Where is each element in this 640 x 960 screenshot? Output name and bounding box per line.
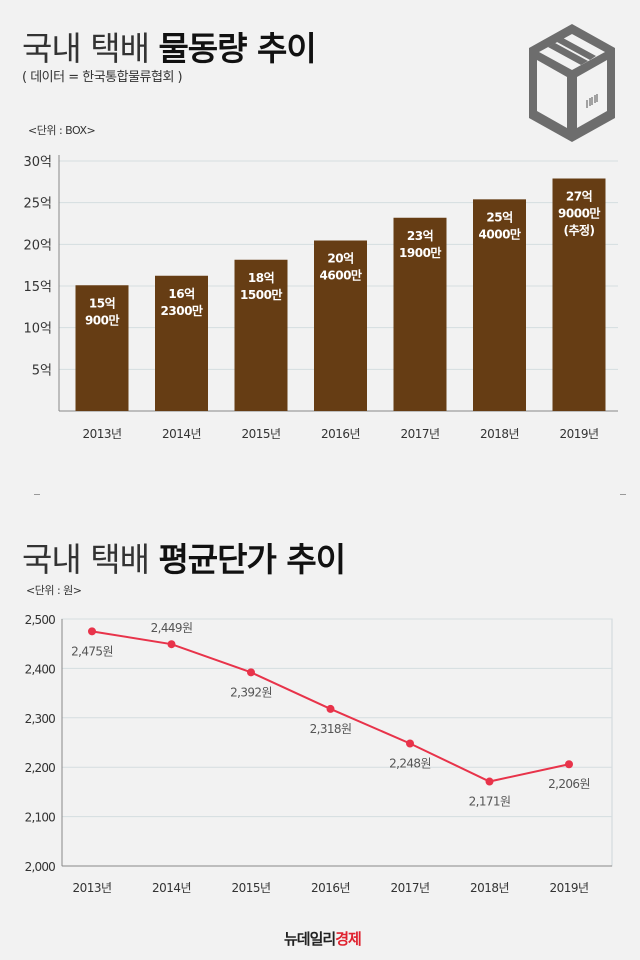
bar	[314, 240, 367, 411]
bar	[155, 275, 208, 411]
point-data-label: 2,248원	[389, 756, 431, 770]
x-tick-label: 2017년	[400, 427, 439, 441]
y-tick-label: 10억	[23, 322, 52, 337]
bar-data-label: 1900만	[399, 245, 441, 260]
x-tick-label: 2014년	[162, 427, 201, 441]
bar-data-label: 27억	[566, 190, 592, 204]
point-data-label: 2,171원	[469, 795, 511, 809]
x-tick-label: 2013년	[72, 881, 111, 895]
y-tick-label: 5억	[32, 363, 52, 378]
title-light: 국내 택배	[22, 29, 150, 68]
y-tick-label: 2,100	[25, 811, 56, 825]
data-point	[88, 627, 96, 636]
title-bold: 물동량 추이	[158, 29, 316, 68]
x-tick-label: 2019년	[559, 427, 598, 441]
bar-data-label: 25억	[486, 210, 512, 224]
x-tick-label: 2018년	[470, 881, 509, 895]
bar-data-label: 4000만	[479, 226, 521, 241]
logo-black: 뉴데일리	[284, 930, 336, 948]
bar-data-label: 16억	[168, 287, 194, 301]
x-tick-label: 2019년	[549, 881, 588, 895]
y-tick-label: 2,000	[25, 860, 56, 874]
x-tick-label: 2015년	[241, 427, 280, 441]
line-chart: 2,000 2,100 2,200 2,300 2,400 2,500 2,475원 2013…	[25, 613, 613, 895]
bar-data-label: 9000만	[558, 206, 600, 221]
data-point	[167, 640, 176, 649]
page-title: 국내 택배 물동량 추이	[22, 22, 317, 70]
y-tick-label: 2,400	[25, 662, 56, 676]
point-data-label: 2,392원	[230, 685, 272, 699]
x-tick-label: 2018년	[480, 427, 519, 441]
x-tick-label: 2013년	[82, 427, 121, 441]
y-tick-label: 20억	[23, 238, 52, 253]
bar-chart: 5억 10억 15억 20억 25억 30억 15억 900만 2013년 16억 2300만 201…	[23, 155, 618, 441]
data-point	[485, 777, 494, 786]
x-tick-label: 2016년	[311, 881, 350, 895]
bar	[552, 178, 606, 411]
bar-data-label: 4600만	[320, 268, 362, 283]
bar-data-label: 20억	[327, 252, 353, 266]
bar-data-label: 18억	[248, 271, 274, 285]
x-tick-label: 2015년	[231, 881, 270, 895]
y-tick-label: 2,500	[25, 613, 56, 627]
bar-data-label: 2300만	[161, 303, 203, 318]
line-chart-unit: <단위 : 원>	[26, 584, 82, 597]
y-tick-label: 30억	[23, 155, 52, 170]
source-note: ( 데이터 = 한국통합물류협회 )	[22, 70, 183, 85]
section-title: 국내 택배 평균단가 추이	[22, 533, 346, 581]
x-tick-label: 2017년	[390, 881, 429, 895]
brand-logo: 뉴데일리경제	[284, 928, 362, 949]
x-tick-label: 2014년	[152, 881, 191, 895]
package-box-icon	[529, 24, 615, 142]
point-data-label: 2,318원	[310, 722, 352, 736]
bar-chart-unit: <단위 : BOX>	[28, 124, 96, 137]
data-point	[565, 760, 573, 769]
bar-data-label: 15억	[89, 296, 115, 310]
data-point	[247, 668, 255, 677]
point-data-label: 2,475원	[71, 644, 113, 658]
data-point	[326, 704, 335, 713]
title-bold: 평균단가 추이	[158, 540, 346, 579]
plot-frame	[61, 618, 613, 867]
bar	[234, 259, 288, 411]
y-tick-label: 25억	[23, 197, 52, 212]
divider-right	[620, 494, 626, 495]
point-data-label: 2,206원	[548, 777, 590, 791]
bar-data-label: 900만	[85, 312, 120, 327]
bar	[75, 285, 129, 411]
y-tick-label: 2,300	[25, 712, 56, 726]
bar-data-label: (추정)	[563, 223, 594, 238]
bar-data-label: 23억	[407, 229, 433, 243]
y-tick-label: 2,200	[25, 761, 56, 775]
bar	[393, 217, 447, 411]
bar	[473, 199, 526, 411]
data-point	[406, 739, 414, 748]
x-tick-label: 2016년	[321, 427, 360, 441]
logo-red: 경제	[335, 930, 362, 948]
y-tick-label: 15억	[23, 280, 52, 295]
point-data-label: 2,449원	[151, 621, 193, 635]
bar-data-label: 1500만	[240, 287, 282, 302]
title-light: 국내 택배	[22, 540, 150, 579]
divider-left	[34, 494, 40, 495]
